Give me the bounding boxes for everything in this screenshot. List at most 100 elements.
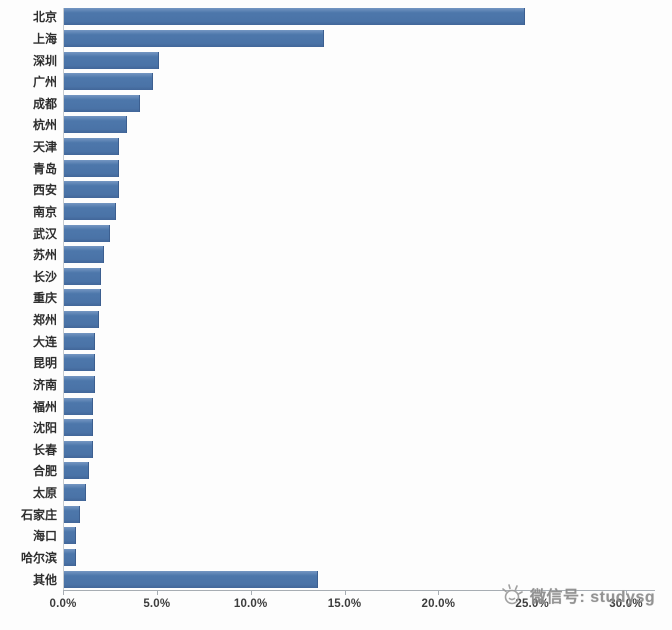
- bar-row: 长沙: [0, 266, 672, 287]
- bar: [64, 202, 116, 220]
- category-label: 石家庄: [20, 507, 57, 522]
- bar: [64, 289, 101, 307]
- x-axis-tick-label: 25.0%: [515, 598, 549, 610]
- bar-row: 西安: [0, 179, 672, 200]
- category-label: 海口: [32, 529, 57, 544]
- bar: [64, 181, 120, 199]
- x-axis-tick: [156, 591, 158, 595]
- category-label: 北京: [32, 10, 57, 25]
- bar-row: 重庆: [0, 287, 672, 308]
- category-label: 南京: [32, 204, 57, 219]
- bar: [64, 246, 105, 264]
- category-label: 青岛: [32, 161, 57, 176]
- bar: [64, 159, 120, 177]
- category-label: 哈尔滨: [20, 550, 57, 565]
- category-label: 天津: [32, 140, 57, 155]
- x-axis-tick-label: 10.0%: [233, 598, 268, 610]
- bar: [64, 116, 127, 134]
- bar: [64, 267, 101, 285]
- category-label: 成都: [32, 96, 57, 111]
- bar-row: 哈尔滨: [0, 547, 672, 568]
- bar: [64, 138, 120, 156]
- x-axis-tick: [250, 591, 252, 595]
- category-label: 福州: [32, 399, 57, 414]
- bar-row: 福州: [0, 396, 672, 417]
- bar: [64, 505, 80, 523]
- bar-row: 苏州: [0, 244, 672, 265]
- x-axis-tick-label: 20.0%: [421, 598, 456, 610]
- x-axis-tick-label: 30.0%: [609, 598, 643, 610]
- bar-row: 武汉: [0, 223, 672, 244]
- bar: [64, 311, 99, 329]
- watermark: 微信号: studysg: [499, 581, 655, 609]
- bar-row: 深圳: [0, 50, 672, 71]
- category-label: 合肥: [32, 464, 57, 479]
- bar-row: 昆明: [0, 352, 672, 373]
- category-label: 广州: [32, 75, 57, 90]
- bar-row: 北京: [0, 6, 672, 27]
- y-axis-line: [63, 8, 64, 590]
- category-label: 大连: [32, 334, 57, 349]
- category-label: 上海: [32, 31, 57, 46]
- category-label: 苏州: [32, 248, 57, 263]
- category-label: 济南: [32, 377, 57, 392]
- bar: [64, 397, 94, 415]
- bar: [64, 548, 77, 566]
- bar: [64, 51, 159, 69]
- category-label: 其他: [32, 572, 57, 587]
- category-label: 武汉: [32, 226, 57, 241]
- category-label: 沈阳: [32, 421, 57, 436]
- category-label: 郑州: [32, 313, 57, 328]
- bar-row: 长春: [0, 439, 672, 460]
- x-axis-tick-label: 5.0%: [143, 598, 171, 610]
- bar-row: 成都: [0, 93, 672, 114]
- category-label: 深圳: [32, 53, 57, 68]
- bar-row: 广州: [0, 71, 672, 92]
- x-axis-tick: [63, 591, 64, 595]
- bar-row: 青岛: [0, 158, 672, 179]
- bar: [64, 354, 95, 372]
- bar: [64, 419, 94, 437]
- x-axis-tick-label: 0.0%: [49, 598, 77, 610]
- bar-rows: 北京上海深圳广州成都杭州天津青岛西安南京武汉苏州长沙重庆郑州大连昆明济南福州沈阳…: [0, 6, 672, 590]
- bar-row: 沈阳: [0, 417, 672, 438]
- category-label: 长沙: [32, 269, 57, 284]
- bar: [64, 94, 141, 112]
- bar-row: 天津: [0, 136, 672, 157]
- x-axis-tick: [344, 591, 346, 595]
- bar-row: 海口: [0, 525, 672, 546]
- bar: [64, 440, 94, 458]
- bar-row: 石家庄: [0, 504, 672, 525]
- watermark-text: 微信号: studysg: [530, 589, 656, 606]
- bar: [64, 8, 525, 26]
- bar-row: 其他: [0, 569, 672, 590]
- bar: [64, 29, 324, 47]
- bar-row: 郑州: [0, 309, 672, 330]
- category-label: 杭州: [32, 118, 57, 133]
- bar-row: 济南: [0, 374, 672, 395]
- x-axis-tick: [532, 591, 534, 595]
- bar-row: 太原: [0, 482, 672, 503]
- bar-row: 杭州: [0, 114, 672, 135]
- bar: [64, 375, 95, 393]
- category-label: 长春: [32, 442, 57, 457]
- bar: [64, 527, 77, 545]
- category-label: 重庆: [32, 291, 57, 306]
- category-label: 昆明: [32, 356, 57, 371]
- sun-doodle-icon: [502, 584, 523, 605]
- category-label: 太原: [32, 486, 57, 501]
- bar-row: 南京: [0, 201, 672, 222]
- x-axis-tick: [438, 591, 440, 595]
- bar-row: 大连: [0, 331, 672, 352]
- bar: [64, 484, 86, 502]
- bar: [64, 332, 95, 350]
- bar: [64, 462, 90, 480]
- x-axis-tick-label: 15.0%: [327, 598, 362, 610]
- bar-row: 上海: [0, 28, 672, 49]
- bar: [64, 570, 319, 588]
- category-label: 西安: [32, 183, 57, 198]
- bar: [64, 224, 110, 242]
- bar-row: 合肥: [0, 460, 672, 481]
